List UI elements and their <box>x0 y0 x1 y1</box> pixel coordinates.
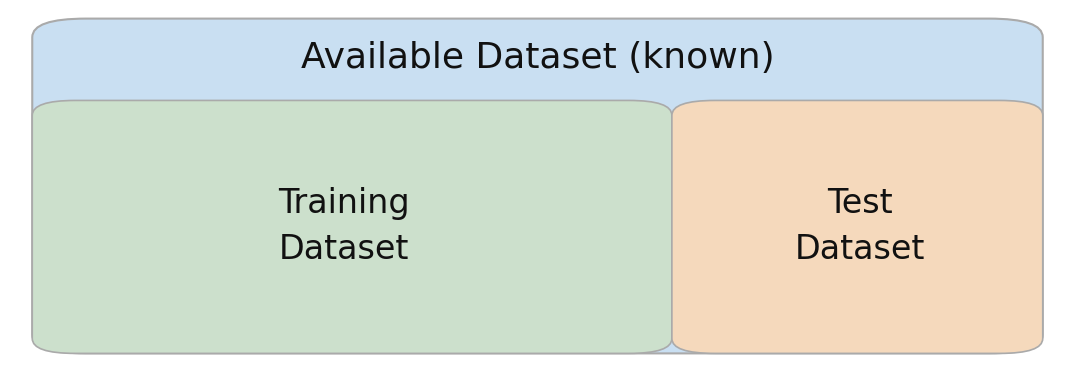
Text: Available Dataset (known): Available Dataset (known) <box>301 41 774 75</box>
FancyBboxPatch shape <box>32 19 1043 353</box>
FancyBboxPatch shape <box>32 100 672 353</box>
Text: Test
Dataset: Test Dataset <box>794 187 926 266</box>
Text: Training
Dataset: Training Dataset <box>278 187 410 266</box>
FancyBboxPatch shape <box>672 100 1043 353</box>
